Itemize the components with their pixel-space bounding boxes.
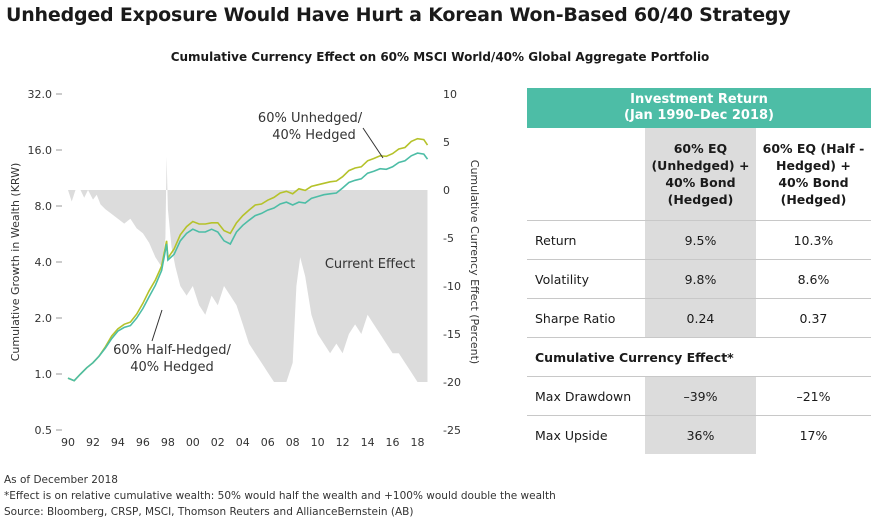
x-tick-label: 00 — [186, 436, 200, 449]
current-effect-area-layer — [68, 156, 428, 382]
table-row-return: Return 9.5% 10.3% — [527, 220, 871, 260]
col1-line-4: (Hedged) — [667, 192, 734, 207]
left-tick-label: 4.0 — [35, 256, 53, 269]
table-row-max-upside: Max Upside 36% 17% — [527, 415, 871, 454]
row-value-unhedged: 9.8% — [645, 259, 756, 299]
right-tick-label: 0 — [443, 184, 450, 197]
right-tick-label: -15 — [443, 328, 461, 341]
col1-line-1: 60% EQ — [673, 141, 728, 156]
table-header: Investment Return (Jan 1990–Dec 2018) — [527, 88, 871, 128]
col2-line-1: 60% EQ (Half - — [762, 141, 865, 156]
right-tick-label: -25 — [443, 424, 461, 437]
col2-line-2: Hedged) + — [776, 158, 851, 173]
row-value-half-hedged: 17% — [755, 415, 871, 454]
table-header-line-1: Investment Return — [630, 92, 768, 107]
x-tick-label: 12 — [336, 436, 350, 449]
unhedged-annotation-line-2: 40% Hedged — [272, 128, 356, 143]
x-tick-label: 90 — [61, 436, 75, 449]
row-label: Max Upside — [527, 415, 645, 454]
x-tick-label: 04 — [236, 436, 250, 449]
x-tick-label: 06 — [261, 436, 275, 449]
row-value-unhedged: 0.24 — [645, 298, 756, 338]
left-tick-label: 16.0 — [28, 144, 53, 157]
left-tick-label: 32.0 — [28, 88, 53, 101]
unhedged-leader-line — [362, 127, 384, 159]
left-tick-label: 2.0 — [35, 312, 53, 325]
col2-line-3: 40% Bond — [778, 175, 849, 190]
left-tick-label: 0.5 — [35, 424, 53, 437]
chart-subtitle: Cumulative Currency Effect on 60% MSCI W… — [170, 50, 710, 64]
table-corner — [527, 128, 645, 221]
row-value-half-hedged: 0.37 — [755, 298, 871, 338]
row-label: Max Drawdown — [527, 376, 645, 416]
x-tick-label: 92 — [86, 436, 100, 449]
row-value-half-hedged: 10.3% — [755, 220, 871, 260]
x-tick-label: 98 — [161, 436, 175, 449]
x-tick-label: 94 — [111, 436, 125, 449]
col1-line-2: (Unhedged) + — [651, 158, 750, 173]
x-tick-label: 14 — [361, 436, 375, 449]
current-effect-annotation: Current Effect — [325, 257, 415, 272]
half-hedged-annotation-line-2: 40% Hedged — [130, 360, 214, 375]
unhedged-annotation-line-1: 60% Unhedged/ — [258, 111, 363, 126]
footer-as-of: As of December 2018 — [4, 474, 118, 486]
x-tick-label: 10 — [311, 436, 325, 449]
half-hedged-annotation-line-1: 60% Half-Hedged/ — [113, 343, 231, 358]
currency-effect-chart: 0.5 1.0 2.0 4.0 8.0 16.0 32.0 10 5 0 -5 -10 -15 -20 -2… — [9, 88, 481, 449]
right-tick-label: -10 — [443, 280, 461, 293]
row-value-unhedged: 9.5% — [645, 220, 756, 260]
investment-return-table: Investment Return (Jan 1990–Dec 2018) 60… — [527, 88, 871, 454]
row-label: Sharpe Ratio — [527, 298, 645, 338]
col-head-unhedged: 60% EQ (Unhedged) + 40% Bond (Hedged) — [645, 128, 756, 221]
series-lines-layer — [67, 137, 429, 382]
right-tick-label: -20 — [443, 376, 461, 389]
footer-source: Source: Bloomberg, CRSP, MSCI, Thomson R… — [4, 506, 414, 518]
table-row-max-drawdown: Max Drawdown –39% –21% — [527, 376, 871, 416]
left-axis-title: Cumulative Growth in Wealth (KRW) — [9, 163, 22, 362]
row-value-unhedged: 36% — [645, 415, 756, 454]
right-tick-label: 10 — [443, 88, 457, 101]
table-section-currency-effect: Cumulative Currency Effect* — [527, 337, 871, 377]
right-tick-label: -5 — [443, 232, 454, 245]
x-tick-label: 96 — [136, 436, 150, 449]
row-value-half-hedged: 8.6% — [755, 259, 871, 299]
main-title: Unhedged Exposure Would Have Hurt a Kore… — [6, 4, 791, 26]
row-value-half-hedged: –21% — [755, 376, 871, 416]
section-title: Cumulative Currency Effect* — [527, 337, 871, 377]
table-row-sharpe: Sharpe Ratio 0.24 0.37 — [527, 298, 871, 338]
half-hedged-leader-line — [151, 309, 163, 342]
unhedged-series-line — [67, 137, 429, 382]
x-tick-label: 16 — [386, 436, 400, 449]
left-tick-label: 1.0 — [35, 368, 53, 381]
col1-line-3: 40% Bond — [665, 175, 736, 190]
half-hedged-series-line — [67, 152, 429, 382]
left-tick-label: 8.0 — [35, 200, 53, 213]
right-axis-title: Cumulative Currency Effect (Percent) — [468, 160, 481, 364]
row-value-unhedged: –39% — [645, 376, 756, 416]
col2-line-4: (Hedged) — [780, 192, 847, 207]
col-head-half-hedged: 60% EQ (Half - Hedged) + 40% Bond (Hedge… — [756, 128, 871, 221]
row-label: Return — [527, 220, 645, 260]
x-tick-label: 08 — [286, 436, 300, 449]
x-tick-label: 18 — [411, 436, 425, 449]
table-row-volatility: Volatility 9.8% 8.6% — [527, 259, 871, 299]
table-header-line-2: (Jan 1990–Dec 2018) — [624, 108, 774, 123]
current-effect-area — [68, 156, 428, 382]
annotations-layer: 60% Unhedged/40% Hedged 60% Half-Hedged/4… — [113, 111, 415, 375]
row-label: Volatility — [527, 259, 645, 299]
axes-layer: 0.5 1.0 2.0 4.0 8.0 16.0 32.0 10 5 0 -5 -10 -15 -20 -2… — [9, 88, 481, 449]
right-tick-label: 5 — [443, 136, 450, 149]
x-tick-label: 02 — [211, 436, 225, 449]
footer-note: *Effect is on relative cumulative wealth… — [4, 490, 556, 502]
